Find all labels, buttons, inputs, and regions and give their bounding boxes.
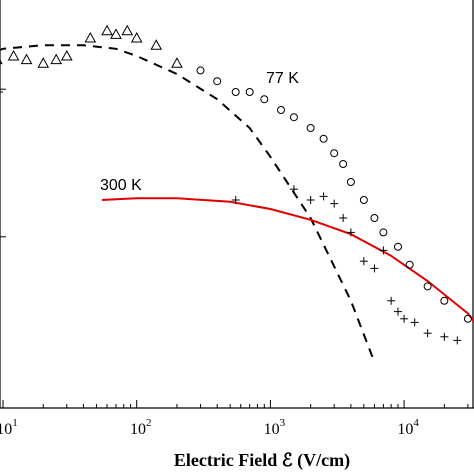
plus-marker bbox=[393, 307, 402, 316]
triangle-marker bbox=[20, 53, 33, 65]
plus-marker bbox=[339, 214, 348, 222]
triangle-marker bbox=[171, 57, 183, 68]
circle-marker bbox=[196, 66, 205, 75]
circle-marker bbox=[306, 124, 315, 132]
circle-marker bbox=[339, 160, 348, 168]
plus-marker bbox=[346, 228, 355, 237]
triangle-marker bbox=[130, 31, 143, 43]
x-tick-label: 103 bbox=[264, 417, 286, 438]
plus-marker bbox=[370, 264, 379, 273]
triangle-marker bbox=[121, 24, 134, 36]
circle-marker bbox=[463, 314, 472, 323]
triangle-marker bbox=[150, 39, 163, 50]
circle-marker bbox=[231, 88, 240, 96]
plus-marker bbox=[231, 196, 240, 204]
circle-marker bbox=[370, 214, 379, 222]
plus-marker bbox=[330, 199, 339, 208]
plus-marker bbox=[453, 336, 462, 345]
x-axis-label: Electric Field ℰ (V/cm) bbox=[174, 450, 350, 471]
annotation-300K: 300 K bbox=[100, 177, 142, 194]
series-300K-curve bbox=[101, 197, 474, 323]
triangle-marker bbox=[110, 28, 122, 39]
series-77K-curve bbox=[0, 44, 376, 363]
plus-marker bbox=[387, 296, 396, 305]
triangle-marker bbox=[84, 31, 97, 43]
plus-marker bbox=[410, 318, 419, 327]
plus-marker bbox=[306, 196, 315, 204]
chart-curves bbox=[0, 44, 474, 363]
triangle-marker bbox=[60, 49, 73, 61]
circle-marker bbox=[379, 228, 388, 237]
plus-marker bbox=[400, 314, 409, 323]
circle-marker bbox=[423, 282, 432, 291]
circle-marker bbox=[245, 88, 254, 96]
triangle-marker bbox=[37, 57, 50, 68]
chart-markers bbox=[0, 24, 472, 345]
x-tick-label: 101 bbox=[0, 417, 18, 438]
plus-marker bbox=[319, 192, 328, 201]
circle-marker bbox=[405, 260, 414, 269]
plus-marker bbox=[359, 257, 368, 266]
circle-marker bbox=[440, 296, 449, 305]
chart-labels: 101 102 103 104 Electric Field ℰ (V/cm) 77 K 3… bbox=[0, 70, 419, 471]
circle-marker bbox=[260, 95, 269, 104]
circle-marker bbox=[393, 242, 402, 251]
plus-marker bbox=[379, 246, 388, 255]
circle-marker bbox=[346, 178, 355, 186]
circle-marker bbox=[319, 134, 328, 143]
x-tick-label: 102 bbox=[130, 417, 152, 438]
circle-marker bbox=[276, 106, 285, 114]
annotation-77K: 77 K bbox=[266, 70, 299, 87]
chart-axes bbox=[0, 0, 474, 409]
plus-marker bbox=[289, 185, 298, 194]
triangle-marker bbox=[101, 24, 113, 36]
triangle-marker bbox=[50, 53, 63, 65]
x-tick-label: 104 bbox=[397, 417, 419, 438]
circle-marker bbox=[359, 196, 368, 204]
plus-marker bbox=[440, 332, 449, 341]
circle-marker bbox=[289, 113, 298, 122]
circle-marker bbox=[330, 149, 339, 158]
plus-marker bbox=[423, 329, 432, 338]
circle-marker bbox=[213, 77, 222, 86]
triangle-marker bbox=[7, 49, 20, 61]
